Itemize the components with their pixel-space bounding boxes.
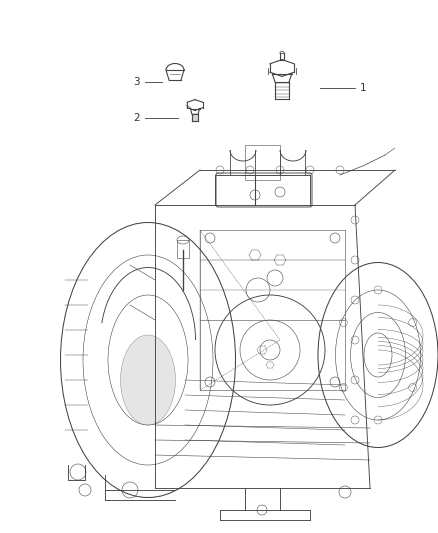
Text: 3: 3 bbox=[134, 77, 140, 87]
Ellipse shape bbox=[120, 335, 176, 425]
Bar bbox=[177, 240, 189, 258]
Bar bbox=[245, 145, 280, 180]
Text: 2: 2 bbox=[134, 113, 140, 123]
Text: 1: 1 bbox=[360, 83, 367, 93]
